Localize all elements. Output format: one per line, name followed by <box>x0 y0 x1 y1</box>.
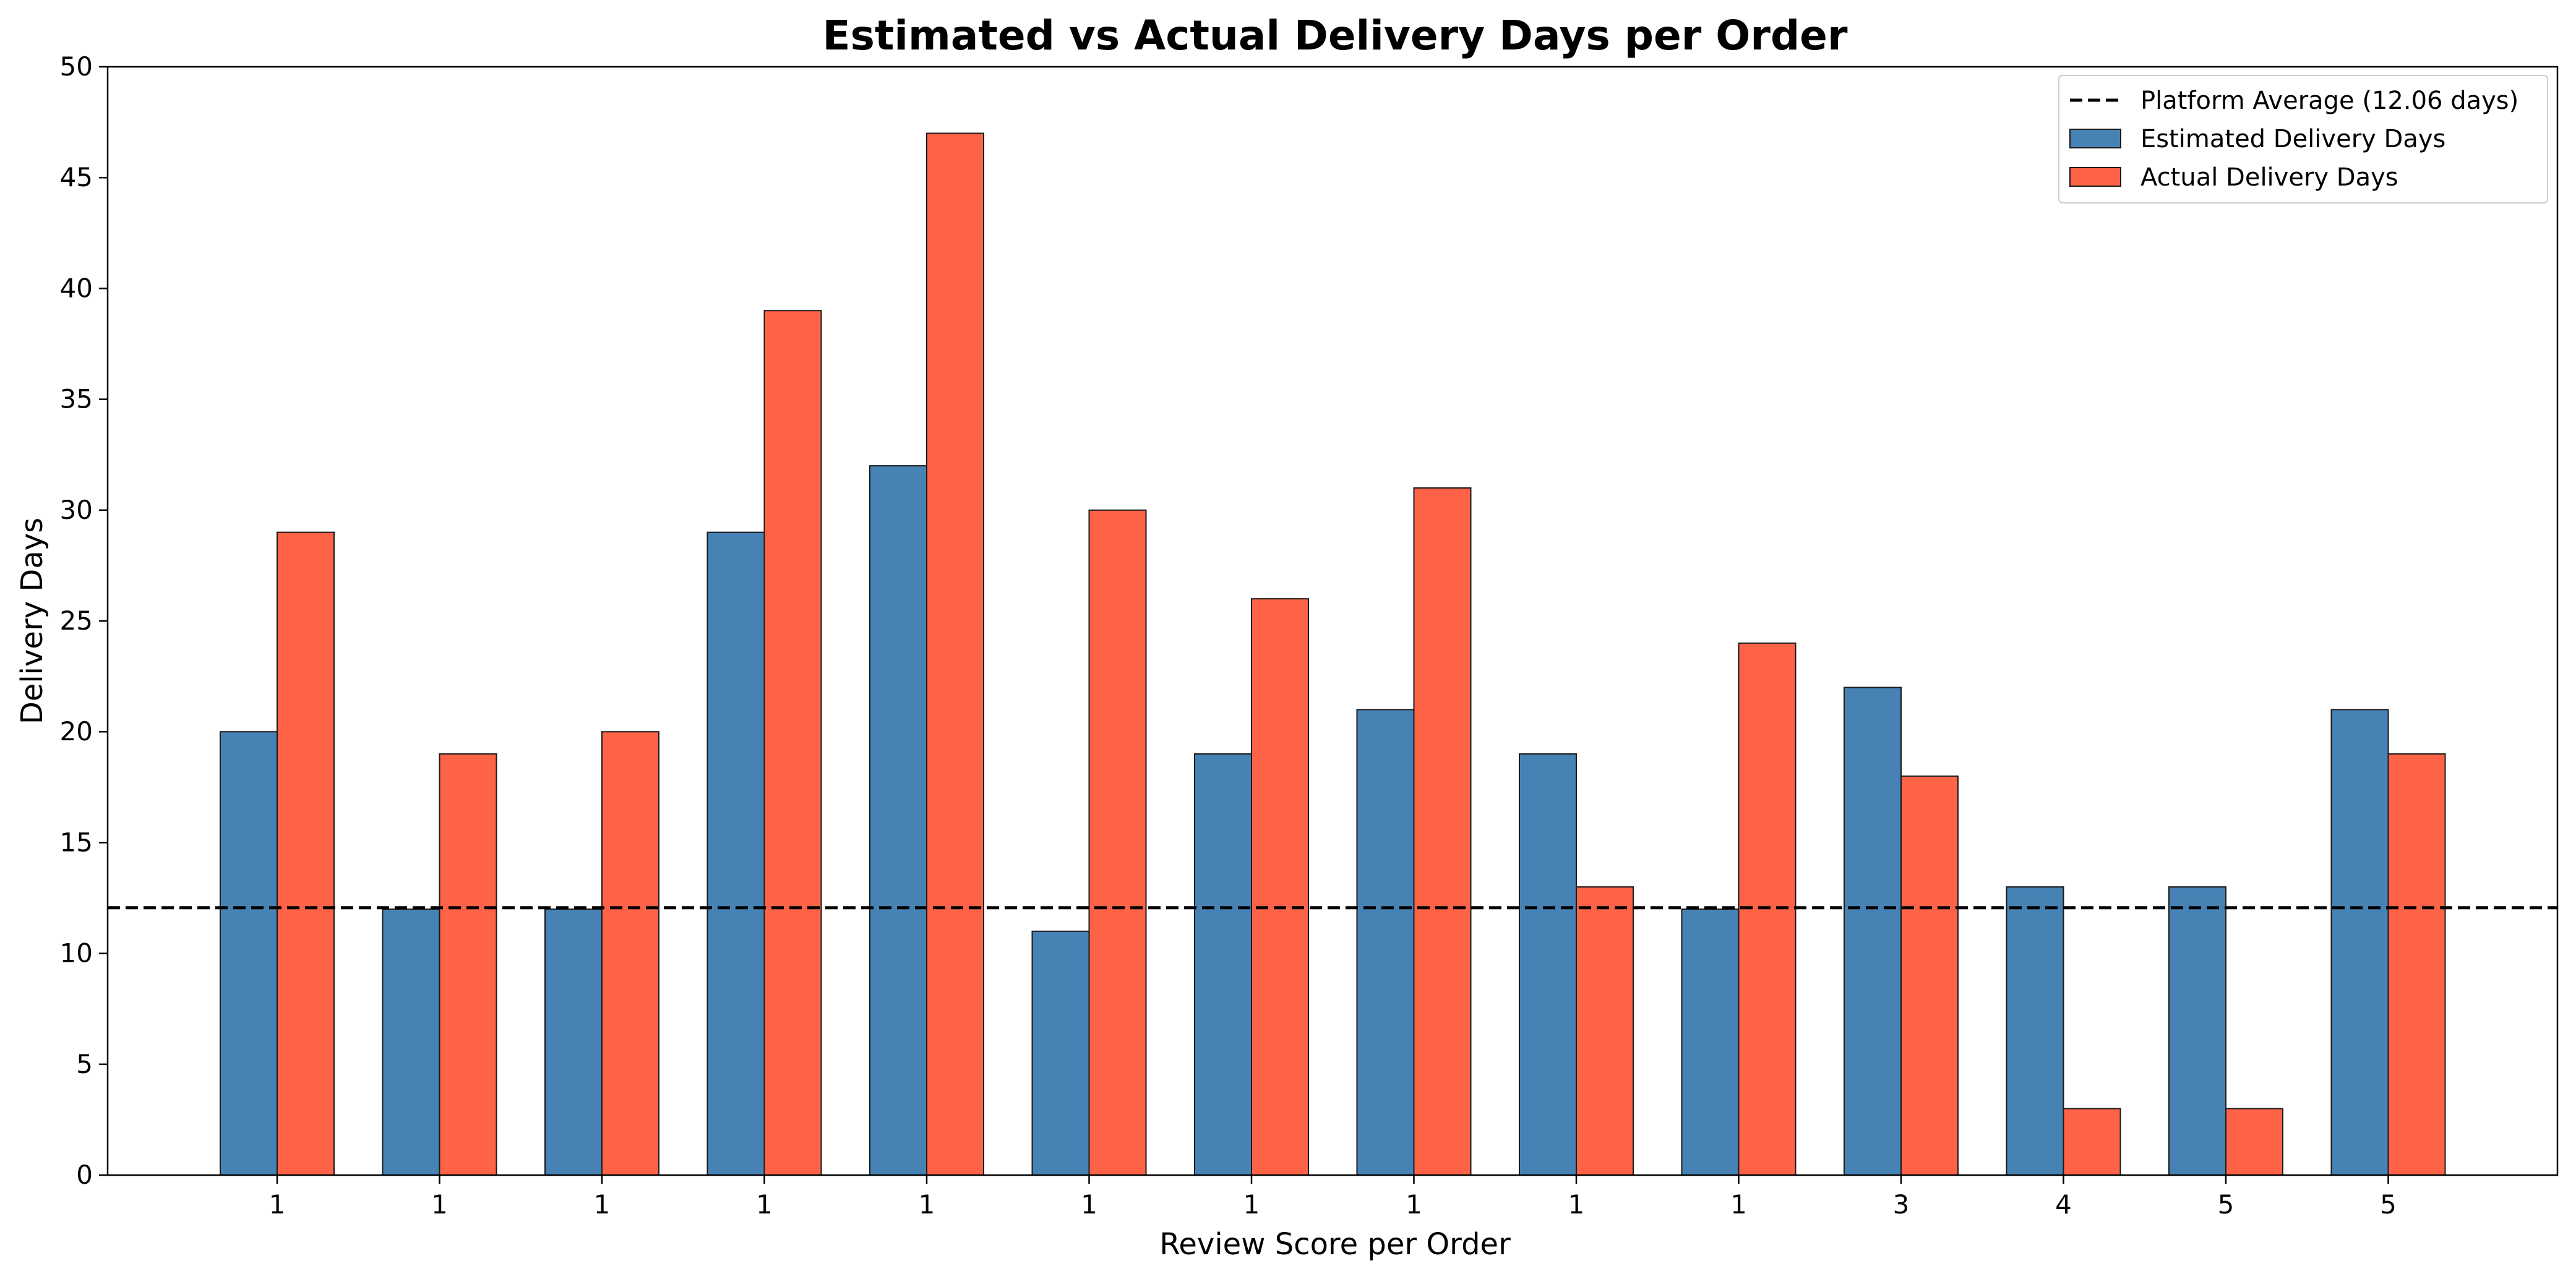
x-tick-label-14: 5 <box>2380 1189 2397 1220</box>
bar-estimated-12 <box>2006 886 2064 1176</box>
bar-estimated-7 <box>1194 753 1252 1176</box>
y-tick-label-25: 25 <box>60 605 93 636</box>
legend-box <box>2058 75 2548 203</box>
bar-actual-11 <box>1900 775 1959 1176</box>
x-tick-label-12: 4 <box>2055 1189 2072 1220</box>
x-axis-label: Review Score per Order <box>1159 1227 1511 1262</box>
legend-item-platform-average-label: Platform Average (12.06 days) <box>2140 87 2518 115</box>
legend: Platform Average (12.06 days) Estimated D… <box>2058 75 2548 203</box>
bar-actual-3 <box>601 731 659 1176</box>
y-tick-label-50: 50 <box>60 51 93 82</box>
bar-estimated-13 <box>2168 886 2226 1176</box>
x-tick-label-1: 1 <box>269 1189 286 1220</box>
x-tick-label-11: 3 <box>1893 1189 1910 1220</box>
bar-estimated-4 <box>706 531 765 1176</box>
bar-actual-13 <box>2225 1108 2283 1176</box>
y-tick-label-5: 5 <box>76 1049 93 1079</box>
y-tick-label-10: 10 <box>60 938 93 969</box>
y-axis-label: Delivery Days <box>15 518 49 724</box>
bar-actual-4 <box>763 310 822 1176</box>
y-tick-label-30: 30 <box>60 495 93 525</box>
bar-actual-1 <box>277 531 335 1176</box>
x-tick-label-2: 1 <box>431 1189 448 1220</box>
bar-actual-12 <box>2063 1108 2121 1176</box>
bar-estimated-8 <box>1356 709 1415 1176</box>
chart-title: Estimated vs Actual Delivery Days per Or… <box>823 12 1848 59</box>
bar-actual-7 <box>1251 598 1309 1176</box>
x-tick-label-4: 1 <box>756 1189 773 1220</box>
y-tick-label-35: 35 <box>60 384 93 414</box>
bar-actual-5 <box>926 132 984 1176</box>
legend-item-estimated-label: Estimated Delivery Days <box>2140 125 2445 153</box>
y-tick-label-0: 0 <box>76 1160 93 1190</box>
bar-estimated-10 <box>1681 908 1740 1176</box>
bar-actual-14 <box>2387 753 2446 1176</box>
bar-estimated-5 <box>869 465 927 1176</box>
bar-actual-6 <box>1088 509 1147 1176</box>
x-tick-label-3: 1 <box>594 1189 611 1220</box>
bar-actual-8 <box>1413 487 1472 1176</box>
bar-actual-9 <box>1576 886 1634 1176</box>
bar-actual-2 <box>439 753 497 1176</box>
bar-estimated-11 <box>1844 687 1902 1176</box>
legend-item-estimated-swatch <box>2069 129 2121 148</box>
y-tick-label-20: 20 <box>60 716 93 746</box>
bar-estimated-2 <box>382 908 440 1176</box>
x-tick-label-10: 1 <box>1730 1189 1747 1220</box>
bar-estimated-14 <box>2330 709 2389 1176</box>
legend-item-actual-label: Actual Delivery Days <box>2140 163 2398 192</box>
bar-estimated-1 <box>220 731 278 1176</box>
y-tick-label-45: 45 <box>60 162 93 192</box>
x-tick-label-8: 1 <box>1406 1189 1422 1220</box>
y-tick-label-40: 40 <box>60 273 93 303</box>
x-tick-label-6: 1 <box>1081 1189 1097 1220</box>
bar-estimated-6 <box>1031 930 1090 1176</box>
y-tick-label-15: 15 <box>60 827 93 857</box>
x-tick-label-13: 5 <box>2218 1189 2235 1220</box>
legend-item-actual-swatch <box>2069 167 2121 187</box>
x-tick-label-5: 1 <box>919 1189 935 1220</box>
x-tick-label-9: 1 <box>1568 1189 1585 1220</box>
bar-estimated-3 <box>544 908 603 1176</box>
x-tick-label-7: 1 <box>1243 1189 1260 1220</box>
bar-estimated-9 <box>1519 753 1577 1176</box>
